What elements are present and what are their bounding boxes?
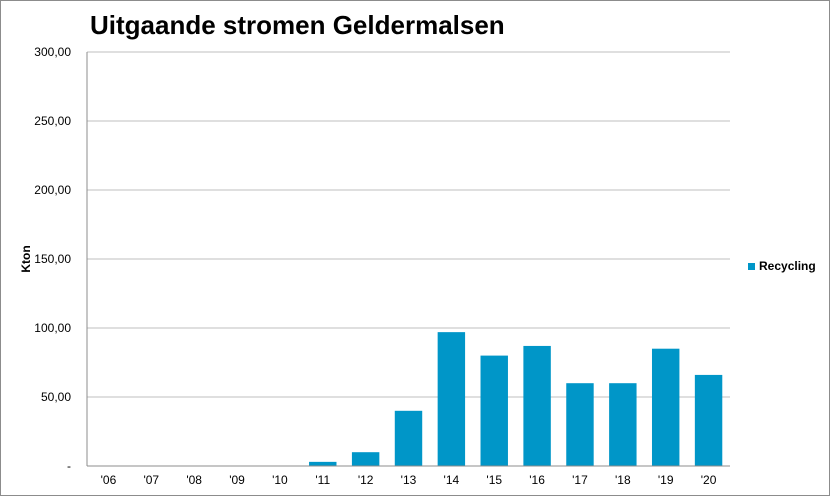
x-tick-label: '17 [572, 473, 588, 487]
bar [609, 383, 637, 466]
legend: Recycling [748, 259, 816, 273]
x-tick-label: '09 [229, 473, 245, 487]
gridlines [87, 51, 730, 398]
x-tick-labels: '06 '07 '08 '09 '10 '11 '12 '13 '14 '15 '16 '17 '18 '… [101, 473, 717, 487]
bar [523, 345, 551, 466]
y-tick-label: 50,00 [41, 390, 71, 404]
y-tick-label: 300,00 [34, 45, 71, 59]
legend-swatch-recycling [748, 262, 755, 270]
chart-title: Uitgaande stromen Geldermalsen [90, 10, 505, 40]
x-tick-label: '14 [444, 473, 460, 487]
y-axis-title: Kton [19, 245, 33, 272]
axes [86, 52, 730, 467]
y-tick-label: - [67, 459, 71, 473]
bar [694, 374, 723, 466]
x-tick-label: '08 [186, 473, 202, 487]
bar [566, 383, 594, 466]
x-tick-label: '12 [358, 473, 374, 487]
x-tick-label: '18 [615, 473, 631, 487]
x-tick-label: '13 [401, 473, 417, 487]
bars [309, 332, 723, 466]
x-tick-label: '07 [143, 473, 159, 487]
bar [394, 410, 423, 466]
y-tick-label: 100,00 [34, 321, 71, 335]
y-tick-label: 150,00 [34, 252, 71, 266]
y-tick-label: 250,00 [34, 114, 71, 128]
bar [480, 355, 508, 466]
bar [351, 452, 380, 466]
x-tick-label: '10 [272, 473, 288, 487]
y-tick-label: 200,00 [34, 183, 71, 197]
x-tick-label: '16 [529, 473, 545, 487]
x-tick-label: '11 [315, 473, 330, 487]
x-tick-label: '20 [701, 473, 717, 487]
y-tick-labels: - 50,00 100,00 150,00 200,00 250,00 300,00 [34, 45, 71, 473]
bar [437, 332, 466, 466]
x-tick-label: '06 [101, 473, 117, 487]
x-tick-label: '19 [658, 473, 674, 487]
legend-label-recycling: Recycling [759, 259, 816, 273]
x-tick-label: '15 [486, 473, 502, 487]
bar [651, 348, 680, 466]
bar [309, 461, 337, 466]
